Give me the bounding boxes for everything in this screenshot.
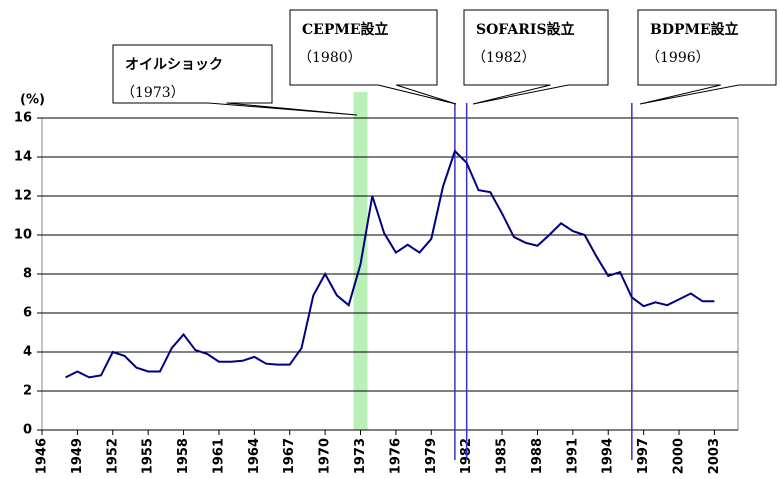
y-tick-label: 6 (23, 306, 32, 321)
x-tick-label: 1970 (318, 438, 333, 474)
x-tick-label: 1958 (176, 438, 191, 474)
x-tick-label: 1967 (282, 438, 297, 474)
callout-title: オイルショック (125, 57, 223, 73)
x-tick-label: 1955 (141, 438, 156, 474)
x-tick-label: 2003 (707, 438, 722, 474)
callout-box (289, 9, 457, 105)
x-tick-label: 1946 (35, 438, 50, 474)
callout-title: CEPME設立 (302, 21, 389, 38)
callout: CEPME設立 （1980） (289, 9, 457, 105)
x-tick-label: 1988 (530, 438, 545, 474)
callout-year: （1973） (121, 85, 185, 101)
y-tick-label: 0 (23, 423, 32, 438)
y-axis-label: (%) (20, 93, 45, 108)
data-line (65, 149, 715, 379)
y-tick-label: 8 (23, 267, 32, 282)
callout-year: （1982） (472, 50, 536, 66)
y-tick-label: 16 (14, 111, 32, 126)
y-tick-label: 2 (23, 384, 32, 399)
y-tick-label: 10 (14, 228, 32, 243)
y-tick-label: 14 (14, 150, 32, 165)
x-tick-label: 1985 (495, 438, 510, 474)
x-tick-label: 1979 (424, 438, 439, 474)
callout: SOFARIS設立 （1982） (463, 9, 609, 105)
x-tick-label: 1973 (353, 438, 368, 474)
x-tick-label: 1994 (601, 438, 616, 474)
callout-box (112, 44, 358, 116)
callout-title: BDPME設立 (650, 21, 739, 38)
x-tick-label: 1949 (70, 438, 85, 474)
x-tick-label: 1964 (247, 438, 262, 474)
y-tick-label: 4 (23, 345, 32, 360)
callout: オイルショック （1973） (112, 44, 358, 116)
callout-year: （1980） (298, 50, 362, 66)
x-tick-label: 1991 (565, 438, 580, 474)
x-tick-label: 1976 (388, 438, 403, 474)
x-tick-label: 1952 (105, 438, 120, 474)
x-tick-label: 2000 (672, 438, 687, 474)
callout: BDPME設立 （1996） (637, 9, 777, 105)
callout-box (463, 9, 609, 105)
callout-box (637, 9, 777, 105)
callout-year: （1996） (646, 50, 710, 66)
callout-title: SOFARIS設立 (476, 21, 575, 38)
x-tick-label: 1997 (636, 438, 651, 474)
y-tick-label: 12 (14, 189, 32, 204)
x-tick-label: 1961 (211, 438, 226, 474)
